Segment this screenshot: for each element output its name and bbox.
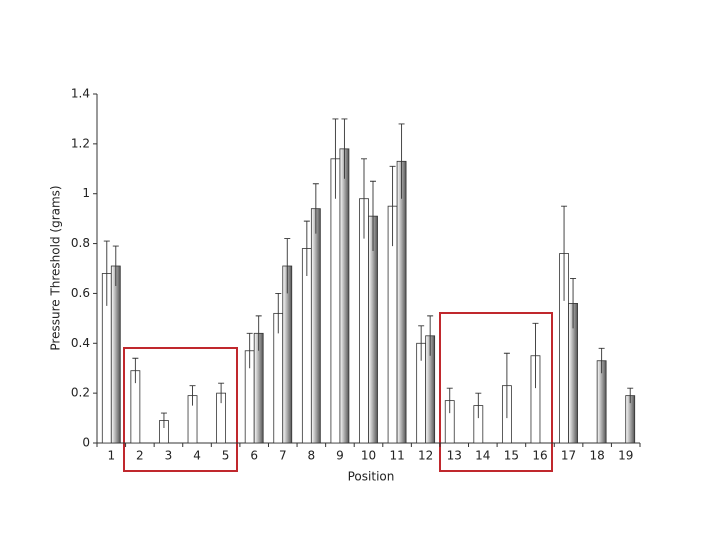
- x-tick-label: 4: [193, 449, 201, 463]
- bar: [330, 158, 341, 444]
- x-tick-label: 16: [532, 449, 547, 463]
- error-bar: [598, 347, 605, 374]
- x-tick-label: 6: [250, 449, 258, 463]
- error-bar: [103, 240, 110, 306]
- x-tick-label: 15: [504, 449, 519, 463]
- y-tick-label: 1.4: [71, 87, 90, 101]
- highlight-box: [439, 312, 553, 472]
- error-bar: [361, 158, 367, 239]
- y-tick-label: 1: [82, 186, 90, 200]
- bar: [396, 160, 407, 444]
- y-tick-label: 1.2: [71, 136, 90, 150]
- y-axis-label: Pressure Threshold (grams): [49, 185, 63, 350]
- x-tick-label: 9: [336, 449, 344, 463]
- x-tick-label: 5: [222, 449, 230, 463]
- x-tick-label: 17: [561, 449, 576, 463]
- error-bar: [561, 205, 568, 301]
- y-tick-label: 0.2: [71, 386, 90, 400]
- x-tick-label: 1: [107, 449, 115, 463]
- error-bar: [112, 245, 119, 286]
- error-bar: [446, 387, 453, 414]
- error-bar: [389, 165, 396, 247]
- error-bar: [332, 118, 339, 199]
- bar: [110, 265, 121, 444]
- x-tick-label: 14: [475, 449, 490, 463]
- error-bar: [275, 292, 282, 334]
- error-bar: [218, 382, 225, 404]
- error-bar: [398, 123, 405, 199]
- error-bar: [418, 325, 425, 361]
- bar: [310, 208, 321, 444]
- x-tick-label: 19: [618, 449, 633, 463]
- error-bar: [189, 385, 196, 406]
- error-bar: [627, 387, 634, 404]
- y-tick-label: 0: [82, 436, 90, 450]
- error-bar: [570, 278, 577, 329]
- error-bar: [532, 322, 539, 389]
- x-tick-label: 2: [136, 449, 144, 463]
- x-tick-label: 12: [418, 449, 433, 463]
- bar: [301, 248, 312, 444]
- error-bar: [160, 412, 167, 429]
- x-tick-label: 7: [279, 449, 287, 463]
- x-tick-label: 13: [447, 449, 462, 463]
- error-bar: [303, 220, 310, 276]
- x-tick-label: 8: [308, 449, 316, 463]
- error-bar: [427, 315, 434, 356]
- x-tick-label: 3: [165, 449, 173, 463]
- y-tick-label: 0.4: [71, 336, 90, 350]
- x-axis-label: Position: [348, 470, 395, 484]
- error-bar: [312, 183, 319, 234]
- error-bar: [341, 118, 348, 179]
- x-tick-label: 18: [589, 449, 604, 463]
- bar: [339, 148, 350, 444]
- x-tick-label: 10: [361, 449, 376, 463]
- y-tick-label: 0.6: [71, 286, 90, 300]
- error-bar: [255, 315, 262, 351]
- highlight-box: [123, 347, 238, 472]
- error-bar: [370, 180, 376, 252]
- error-bar: [246, 332, 253, 369]
- x-tick-label: 11: [389, 449, 404, 463]
- error-bar: [284, 238, 291, 294]
- error-bar: [475, 392, 482, 419]
- error-bar: [503, 352, 510, 419]
- error-bar: [132, 357, 139, 384]
- y-tick-label: 0.8: [71, 236, 90, 250]
